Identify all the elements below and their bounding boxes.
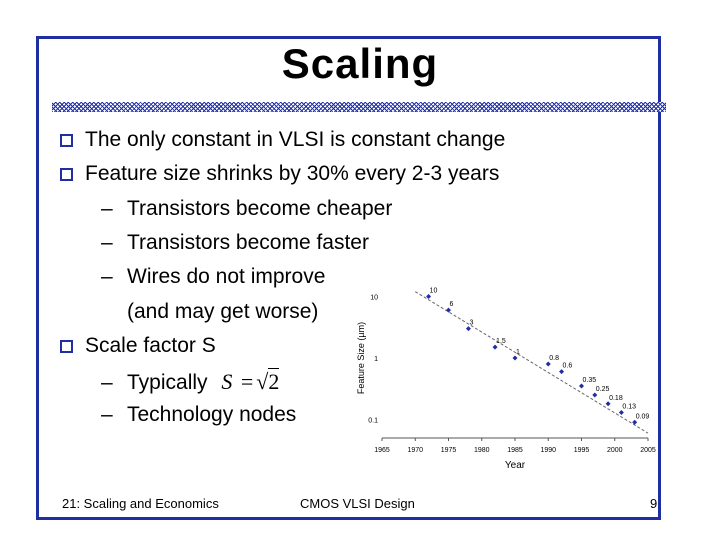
bullet-text: Scale factor S bbox=[85, 334, 216, 357]
bullet-text: Typically bbox=[127, 371, 208, 394]
bullet-line-2: Feature size shrinks by 30% every 2-3 ye… bbox=[60, 162, 499, 186]
data-label: 0.13 bbox=[622, 403, 636, 410]
data-label: 0.09 bbox=[636, 413, 650, 420]
bullet-text: Feature size shrinks by 30% every 2-3 ye… bbox=[85, 162, 500, 185]
data-point bbox=[446, 307, 451, 313]
plot-area: 1965 1970 1975 1980 1985 1990 1995 2000 20051010… bbox=[356, 288, 656, 471]
x-tick-label: 1995 bbox=[574, 447, 590, 454]
square-bullet-icon bbox=[60, 340, 73, 353]
data-label: 1 bbox=[516, 349, 520, 356]
square-bullet-icon bbox=[60, 134, 73, 147]
x-tick-label: 2000 bbox=[607, 447, 623, 454]
sub-sub-line: (and may get worse) bbox=[127, 300, 318, 324]
data-point bbox=[605, 401, 611, 407]
bullet-text: Transistors become faster bbox=[127, 231, 369, 254]
y-tick-label: 10 bbox=[370, 295, 378, 302]
bullet-text: Transistors become cheaper bbox=[127, 197, 393, 220]
dash-bullet-icon: – bbox=[101, 403, 113, 426]
data-point bbox=[545, 361, 551, 367]
footer-left: 21: Scaling and Economics bbox=[62, 496, 219, 511]
footer-page-number: 9 bbox=[650, 496, 658, 511]
bullet-text: (and may get worse) bbox=[127, 300, 319, 323]
data-point bbox=[492, 344, 498, 350]
y-axis-label: Feature Size (µm) bbox=[356, 322, 366, 394]
x-axis-label: Year bbox=[505, 460, 526, 471]
sub-bullet-line-4: – Typically S = √2 bbox=[101, 368, 280, 395]
x-tick-label: 1970 bbox=[407, 447, 423, 454]
data-point bbox=[579, 383, 584, 389]
sub-bullet-line-3: – Wires do not improve bbox=[101, 265, 325, 289]
dash-bullet-icon: – bbox=[101, 265, 113, 288]
data-label: 3 bbox=[469, 320, 473, 327]
data-label: 0.35 bbox=[583, 377, 597, 384]
footer-center: CMOS VLSI Design bbox=[300, 496, 415, 511]
formula-lhs: S bbox=[221, 369, 233, 394]
formula-radicand: 2 bbox=[268, 368, 280, 394]
data-point bbox=[426, 294, 432, 300]
formula-eq: = bbox=[240, 369, 254, 394]
slide-title: Scaling bbox=[281, 40, 439, 87]
bullet-text: Technology nodes bbox=[127, 403, 297, 426]
bullet-text: The only constant in VLSI is constant ch… bbox=[85, 128, 506, 151]
data-point bbox=[592, 392, 598, 398]
x-tick-label: 1980 bbox=[474, 447, 490, 454]
x-tick-label: 1990 bbox=[540, 447, 556, 454]
x-tick-label: 1985 bbox=[507, 447, 523, 454]
data-point bbox=[512, 355, 518, 361]
dash-bullet-icon: – bbox=[101, 197, 113, 220]
data-point bbox=[559, 369, 565, 375]
title-divider bbox=[52, 102, 666, 112]
scale-formula: S = √2 bbox=[221, 368, 280, 394]
data-label: 0.18 bbox=[609, 395, 623, 402]
data-label: 1.5 bbox=[496, 338, 506, 345]
data-label: 0.6 bbox=[563, 363, 573, 370]
x-tick-label: 1975 bbox=[441, 447, 457, 454]
x-tick-label: 1965 bbox=[374, 447, 390, 454]
sub-bullet-line-1: – Transistors become cheaper bbox=[101, 197, 392, 221]
data-label: 0.8 bbox=[549, 355, 559, 362]
data-label: 0.25 bbox=[596, 386, 610, 393]
trend-line bbox=[414, 291, 649, 434]
dash-bullet-icon: – bbox=[101, 231, 113, 254]
slide-frame bbox=[36, 36, 661, 520]
bullet-line-3: Scale factor S bbox=[60, 334, 216, 358]
bullet-text: Wires do not improve bbox=[127, 265, 326, 288]
data-point bbox=[632, 419, 638, 425]
data-point bbox=[465, 326, 471, 332]
x-tick-label: 2005 bbox=[640, 447, 656, 454]
square-bullet-icon bbox=[60, 168, 73, 181]
bullet-line-1: The only constant in VLSI is constant ch… bbox=[60, 128, 505, 152]
data-label: 10 bbox=[430, 288, 438, 295]
feature-size-chart: 1965 1970 1975 1980 1985 1990 1995 2000 20051010… bbox=[356, 288, 656, 471]
sub-bullet-line-5: – Technology nodes bbox=[101, 403, 296, 427]
sub-bullet-line-2: – Transistors become faster bbox=[101, 231, 369, 255]
dash-bullet-icon: – bbox=[101, 371, 113, 394]
data-label: 6 bbox=[450, 301, 454, 308]
y-tick-label: 1 bbox=[374, 356, 378, 363]
radical-sign: √ bbox=[256, 369, 269, 394]
data-point bbox=[618, 409, 624, 415]
y-tick-label: 0.1 bbox=[368, 417, 378, 424]
